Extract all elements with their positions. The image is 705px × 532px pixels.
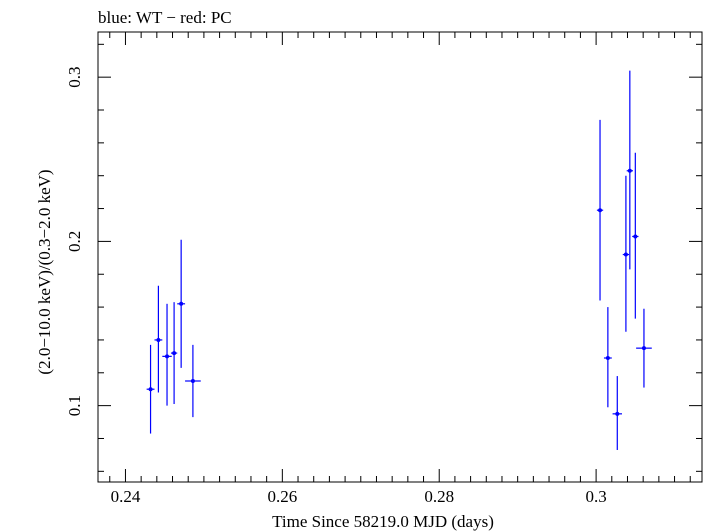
data-point — [636, 308, 652, 388]
plot-frame — [97, 31, 703, 483]
data-point — [177, 239, 186, 368]
y-tick-label: 0.1 — [65, 395, 84, 416]
point-marker — [190, 378, 195, 383]
x-tick-label: 0.3 — [585, 487, 606, 506]
data-point — [154, 285, 163, 393]
data-point — [603, 307, 612, 408]
data-point — [596, 119, 604, 301]
data-point — [146, 344, 155, 434]
point-marker — [179, 301, 184, 306]
data-point — [170, 302, 178, 404]
data-point — [622, 175, 630, 332]
point-marker — [598, 208, 603, 213]
data-point — [185, 344, 201, 418]
chart-title: blue: WT − red: PC — [98, 8, 232, 27]
data-points — [146, 70, 652, 450]
point-marker — [623, 252, 628, 257]
x-tick-label: 0.24 — [111, 487, 141, 506]
point-marker — [156, 337, 161, 342]
point-marker — [627, 168, 632, 173]
x-axis-label: Time Since 58219.0 MJD (days) — [272, 512, 494, 531]
y-tick-label: 0.2 — [65, 231, 84, 252]
data-point — [612, 376, 622, 450]
point-marker — [165, 354, 170, 359]
data-point — [632, 152, 639, 319]
x-axis-ticks: 0.24 0.26 0.28 0.3 — [109, 32, 691, 506]
point-marker — [172, 351, 177, 356]
point-marker — [605, 356, 610, 361]
data-point — [626, 70, 633, 270]
x-tick-label: 0.28 — [424, 487, 454, 506]
data-point — [162, 303, 172, 406]
point-marker — [148, 387, 153, 392]
point-marker — [615, 411, 620, 416]
y-axis-label: (2.0−10.0 keV)/(0.3−2.0 keV) — [35, 169, 54, 374]
y-tick-label: 0.3 — [65, 67, 84, 88]
point-marker — [641, 346, 646, 351]
y-axis-ticks: 0.1 0.2 0.3 — [65, 43, 702, 472]
point-marker — [633, 234, 638, 239]
x-tick-label: 0.26 — [267, 487, 297, 506]
